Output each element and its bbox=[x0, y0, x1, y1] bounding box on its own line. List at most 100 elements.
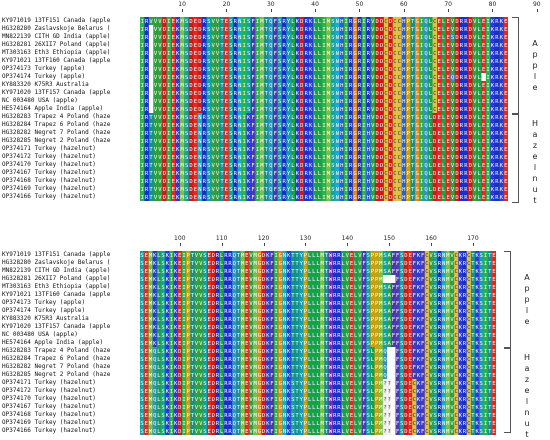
residue-letter: V bbox=[473, 59, 477, 65]
residue-cell bbox=[432, 161, 438, 169]
residue-cell bbox=[165, 259, 170, 267]
residue-cell bbox=[207, 299, 212, 307]
residue-letter: L bbox=[429, 43, 433, 49]
residue-letter: I bbox=[322, 171, 325, 177]
residue-letter: H bbox=[402, 195, 405, 201]
residue-cell bbox=[202, 25, 207, 33]
residue-letter: R bbox=[349, 179, 353, 185]
residue-cell bbox=[445, 185, 451, 193]
residue-cell bbox=[308, 153, 314, 161]
residue-cell bbox=[140, 299, 145, 307]
residue-cell bbox=[388, 161, 394, 169]
residue-cell bbox=[445, 25, 451, 33]
residue-letter: R bbox=[349, 83, 353, 89]
residue-cell bbox=[190, 259, 195, 267]
residue-letter: I bbox=[243, 123, 246, 129]
residue-cell bbox=[374, 105, 380, 113]
residue-letter: T bbox=[471, 253, 475, 259]
residue-letter: I bbox=[182, 301, 185, 307]
residue-cell bbox=[450, 161, 456, 169]
residue-letter: H bbox=[340, 59, 343, 65]
residue-letter: H bbox=[340, 67, 343, 73]
residue-cell bbox=[366, 73, 371, 81]
residue-letter: K bbox=[247, 163, 251, 169]
residue-letter: T bbox=[411, 131, 415, 137]
residue-cell bbox=[184, 89, 190, 97]
residue-cell bbox=[406, 193, 411, 201]
residue-cell bbox=[197, 129, 203, 137]
residue-cell bbox=[188, 177, 194, 185]
residue-cell bbox=[401, 57, 407, 65]
residue-cell bbox=[286, 81, 292, 89]
residue-cell bbox=[166, 193, 172, 201]
residue-letter: D bbox=[262, 269, 265, 275]
residue-cell bbox=[459, 193, 464, 201]
residue-cell bbox=[330, 129, 336, 137]
residue-letter: I bbox=[420, 187, 423, 193]
residue-cell bbox=[197, 113, 203, 121]
residue-cell bbox=[211, 291, 216, 299]
residue-cell bbox=[397, 137, 402, 145]
residue-cell bbox=[494, 129, 500, 137]
residue-cell bbox=[273, 41, 278, 49]
residue-letter: T bbox=[291, 253, 295, 259]
residue-letter: D bbox=[433, 187, 436, 193]
residue-cell bbox=[361, 49, 367, 57]
residue-cell bbox=[476, 49, 482, 57]
residue-cell bbox=[273, 97, 278, 105]
residue-cell bbox=[458, 267, 463, 275]
residue-letter: T bbox=[191, 253, 195, 259]
residue-cell bbox=[177, 251, 183, 259]
residue-cell bbox=[494, 145, 500, 153]
residue-letter: P bbox=[407, 43, 411, 49]
residue-cell bbox=[392, 121, 398, 129]
residue-cell bbox=[499, 177, 504, 185]
residue-letter: V bbox=[451, 139, 455, 145]
residue-cell bbox=[357, 267, 363, 275]
residue-letter: S bbox=[140, 253, 143, 259]
residue-cell bbox=[383, 185, 389, 193]
residue-cell bbox=[397, 41, 402, 49]
residue-cell bbox=[228, 65, 234, 73]
residue-letter: D bbox=[300, 43, 303, 49]
residue-letter: S bbox=[247, 67, 250, 73]
residue-cell bbox=[485, 89, 491, 97]
residue-cell bbox=[408, 259, 413, 267]
residue-letter: I bbox=[322, 43, 325, 49]
residue-cell bbox=[483, 251, 488, 259]
residue-letter: S bbox=[278, 43, 281, 49]
residue-cell bbox=[193, 89, 198, 97]
residue-letter: I bbox=[362, 131, 365, 137]
residue-letter: F bbox=[270, 277, 273, 283]
residue-letter: I bbox=[345, 147, 348, 153]
residue-letter: M bbox=[180, 155, 184, 161]
residue-letter: S bbox=[207, 139, 210, 145]
residue-letter: S bbox=[207, 123, 210, 129]
residue-cell bbox=[169, 251, 174, 259]
residue-cell bbox=[269, 267, 275, 275]
residue-letter: S bbox=[185, 171, 188, 177]
residue-cell bbox=[281, 145, 287, 153]
residue-letter: G bbox=[415, 27, 418, 33]
residue-cell bbox=[290, 251, 296, 259]
residue-cell bbox=[485, 17, 491, 25]
residue-cell bbox=[463, 33, 469, 41]
residue-cell bbox=[494, 65, 500, 73]
residue-letter: F bbox=[274, 35, 277, 41]
residue-letter: P bbox=[371, 277, 375, 283]
residue-letter: E bbox=[492, 277, 495, 283]
residue-cell bbox=[156, 283, 162, 291]
residue-cell bbox=[274, 283, 279, 291]
residue-cell bbox=[206, 185, 212, 193]
residue-letter: K bbox=[296, 163, 300, 169]
residue-letter: I bbox=[362, 187, 365, 193]
residue-letter: L bbox=[354, 293, 358, 299]
residue-letter: S bbox=[203, 293, 206, 299]
residue-cell bbox=[240, 267, 246, 275]
residue-cell bbox=[391, 283, 396, 291]
residue-cell bbox=[408, 267, 413, 275]
residue-cell bbox=[357, 81, 362, 89]
residue-cell bbox=[193, 137, 198, 145]
residue-cell bbox=[193, 65, 198, 73]
residue-letter: S bbox=[207, 59, 210, 65]
